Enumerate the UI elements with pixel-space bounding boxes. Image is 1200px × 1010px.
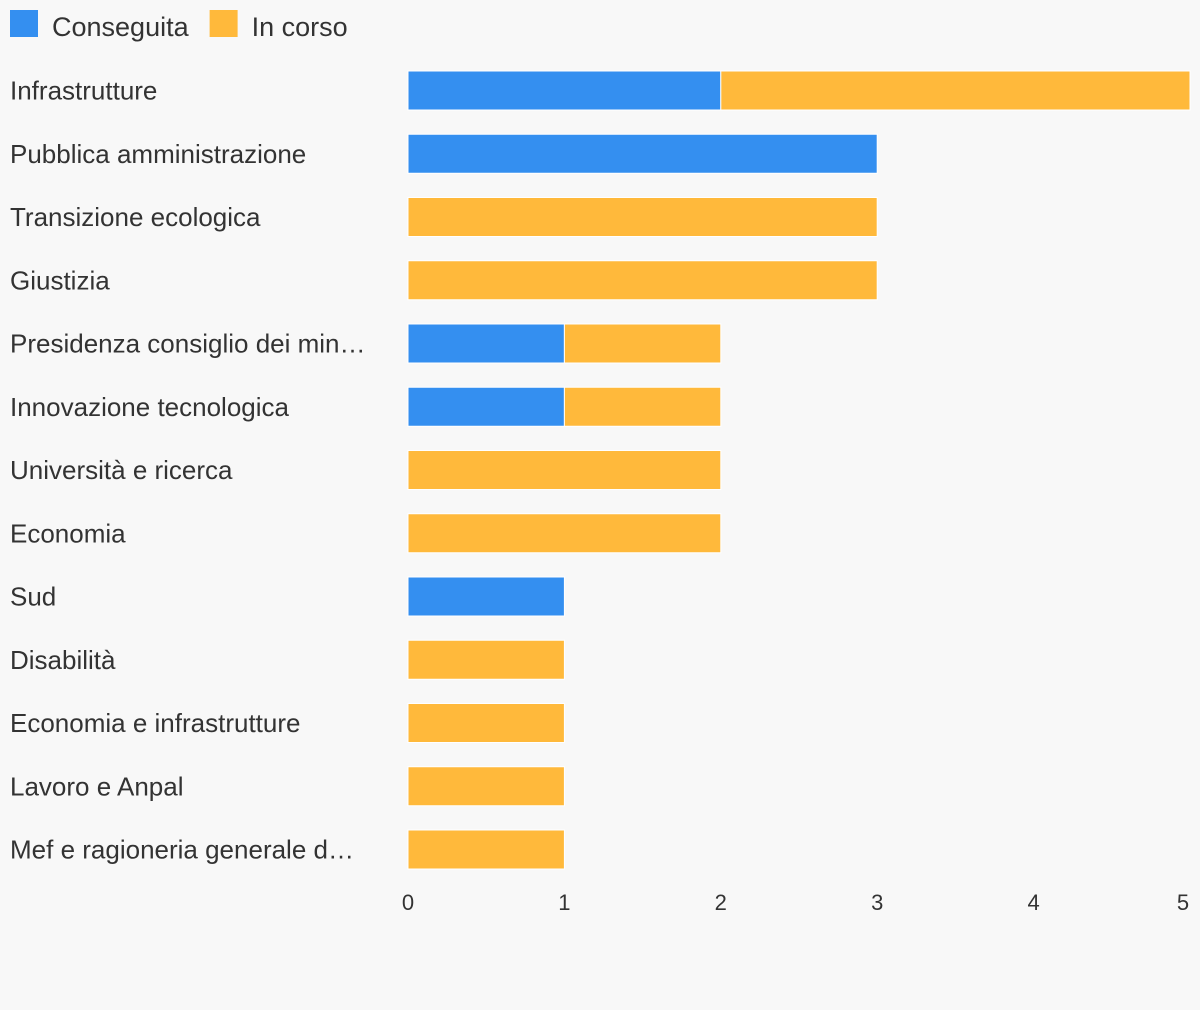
category-label: Sud: [10, 582, 56, 612]
category-label: Lavoro e Anpal: [10, 771, 183, 801]
legend-swatch-1: [209, 10, 238, 37]
category-label: Disabilità: [10, 645, 116, 675]
category-label: Economia: [10, 518, 126, 548]
bar-segment-in-corso: [407, 639, 565, 680]
category-labels: Infrastrutture Pubblica amministrazione Tr…: [10, 76, 366, 865]
bar-segment-conseguita: [407, 386, 565, 427]
x-axis-ticks: 0 1 2 3 4 5: [402, 890, 1189, 915]
bar-segment-in-corso: [563, 386, 722, 427]
x-tick-label: 3: [871, 890, 883, 915]
category-label: Università e ricerca: [10, 455, 233, 485]
category-label: Mef e ragioneria generale d…: [10, 835, 354, 865]
bar-segment-in-corso: [720, 70, 1191, 111]
x-tick-label: 4: [1027, 890, 1039, 915]
chart-legend: Conseguita In corso: [10, 10, 348, 42]
x-tick-label: 2: [715, 890, 727, 915]
bar-segment-in-corso: [407, 197, 878, 237]
bar-segment-in-corso: [407, 513, 722, 554]
category-label: Economia e infrastrutture: [10, 708, 300, 738]
bar-segment-in-corso: [407, 703, 565, 743]
category-label: Presidenza consiglio dei min…: [10, 329, 366, 359]
bar-segment-in-corso: [407, 450, 722, 490]
legend-label-1: In corso: [252, 12, 348, 42]
bar-segment-conseguita: [407, 133, 878, 174]
category-label: Giustizia: [10, 265, 110, 295]
legend-label-0: Conseguita: [52, 12, 190, 42]
bars: [407, 70, 1191, 870]
legend-swatch-0: [10, 10, 38, 37]
bar-segment-conseguita: [407, 323, 565, 364]
bar-segment-conseguita: [407, 70, 722, 111]
x-tick-label: 1: [558, 890, 570, 915]
bar-segment-in-corso: [407, 766, 565, 807]
bar-segment-in-corso: [407, 829, 565, 870]
x-tick-label: 5: [1177, 890, 1189, 915]
category-label: Innovazione tecnologica: [10, 392, 290, 422]
category-label: Transizione ecologica: [10, 202, 261, 232]
x-tick-label: 0: [402, 890, 414, 915]
category-label: Infrastrutture: [10, 76, 157, 106]
category-label: Pubblica amministrazione: [10, 139, 306, 169]
bar-segment-conseguita: [407, 576, 565, 617]
bar-segment-in-corso: [563, 323, 722, 364]
bar-segment-in-corso: [407, 260, 878, 301]
